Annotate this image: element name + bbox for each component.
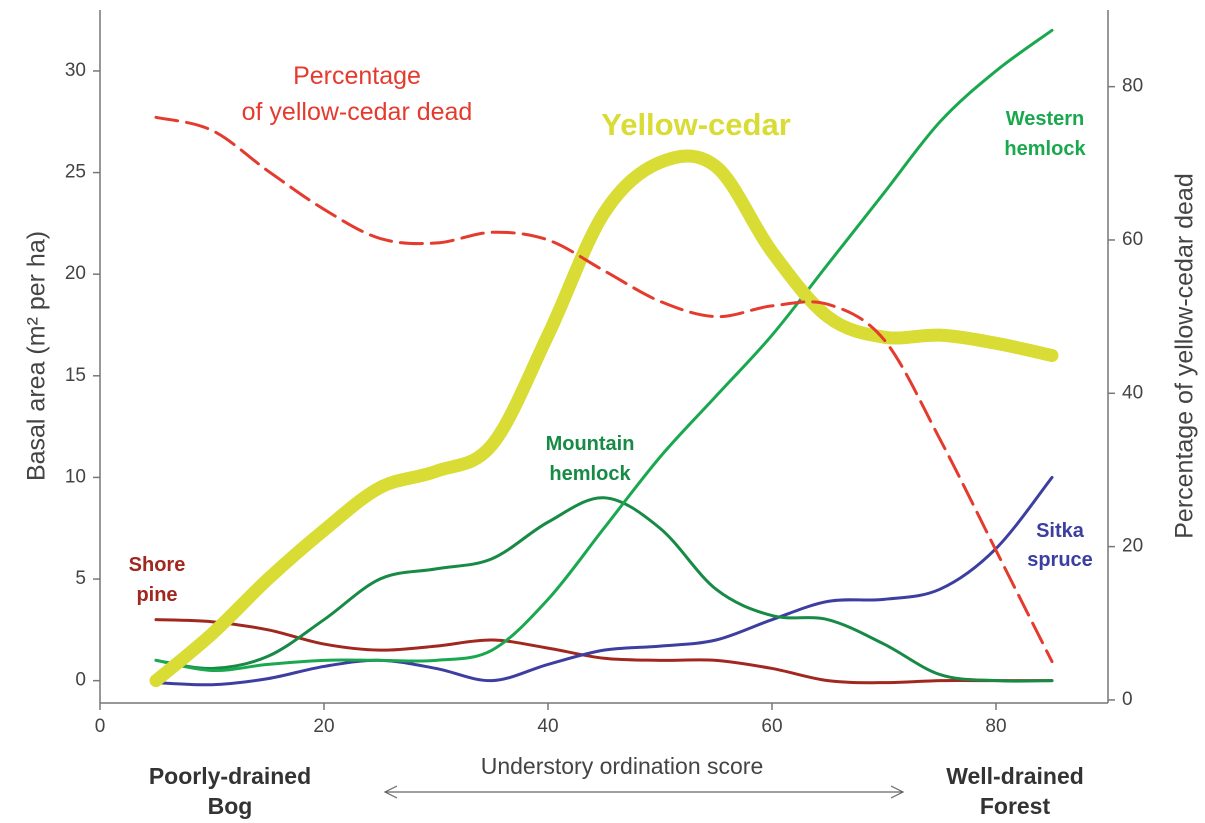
x-tick-label: 20 [313, 716, 334, 737]
annotation-line: Poorly-drained [149, 763, 311, 789]
series-line [154, 496, 1054, 683]
series-line [149, 149, 1059, 688]
x-tick-label: 40 [537, 716, 558, 737]
y-tick-label: 10 [65, 466, 86, 487]
annotation: Well-drained Forest [946, 763, 1084, 819]
annotation-line: Well-drained [946, 763, 1084, 789]
annotation-line: Bog [208, 793, 253, 819]
series-label-line: Mountain [546, 433, 635, 455]
y2-tick-label: 60 [1122, 229, 1143, 250]
x-axis-label: Understory ordination score [481, 753, 764, 779]
series-label-line: hemlock [549, 463, 631, 485]
series-label-line: hemlock [1004, 138, 1086, 160]
series-line [154, 28, 1054, 672]
x-tick-label: 60 [761, 716, 782, 737]
series-label-line: Shore [129, 554, 186, 576]
series-label-line: of yellow-cedar dead [242, 98, 473, 126]
annotation: Poorly-drained Bog [149, 763, 311, 819]
y-tick-label: 25 [65, 162, 86, 183]
series-line [154, 475, 1054, 687]
y2-tick-label: 0 [1122, 689, 1133, 710]
axes [99, 10, 1109, 704]
series-label-line: pine [136, 584, 177, 606]
y2-axis-label: Percentage of yellow-cedar dead [1171, 173, 1199, 539]
x-tick-label: 80 [985, 716, 1006, 737]
series-label-line: spruce [1027, 549, 1093, 571]
y2-tick-label: 80 [1122, 76, 1143, 97]
y2-tick-label: 20 [1122, 536, 1143, 557]
series-label: Mountain hemlock [546, 433, 635, 485]
y-axis-label: Basal area (m² per ha) [23, 231, 51, 481]
series-label: Shore pine [129, 554, 186, 606]
series-label: Percentage of yellow-cedar dead [242, 62, 473, 126]
y-tick-label: 5 [75, 568, 86, 589]
y2-tick-label: 40 [1122, 382, 1143, 403]
range-arrow [383, 785, 905, 799]
y-tick-label: 30 [65, 60, 86, 81]
series-label-line: Yellow-cedar [601, 107, 791, 142]
series-label-line: Western [1006, 108, 1085, 130]
series-label-line: Percentage [293, 62, 421, 90]
series-line [154, 618, 1054, 685]
series-label: Western hemlock [1004, 108, 1086, 160]
series-line [154, 115, 1054, 664]
y-tick-label: 0 [75, 670, 86, 691]
series-label: Sitka spruce [1027, 520, 1093, 571]
annotation-line: Forest [980, 793, 1051, 819]
series-label-line: Sitka [1036, 520, 1085, 542]
x-tick-label: 0 [95, 716, 106, 737]
y-tick-label: 15 [65, 365, 86, 386]
series-label: Yellow-cedar [601, 107, 791, 142]
y-tick-label: 20 [65, 263, 86, 284]
